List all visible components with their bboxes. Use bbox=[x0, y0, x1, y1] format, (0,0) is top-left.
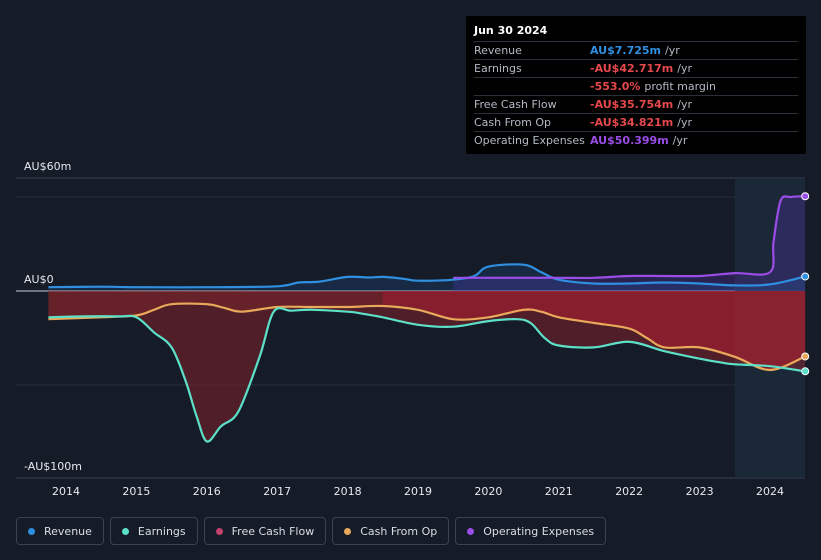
legend-dot-icon bbox=[215, 527, 223, 535]
tooltip-row-label: Cash From Op bbox=[474, 116, 552, 129]
tooltip-row-label bbox=[474, 78, 590, 95]
legend-label: Earnings bbox=[137, 524, 186, 538]
x-tick-label: 2020 bbox=[474, 485, 502, 498]
tooltip-row-label: Free Cash Flow bbox=[474, 98, 557, 111]
legend-item-free-cash-flow[interactable]: Free Cash Flow bbox=[203, 517, 327, 545]
y-axis-bottom-label: -AU$100m bbox=[24, 460, 83, 473]
series-line-operating-expenses bbox=[453, 195, 806, 280]
series-lines bbox=[48, 195, 806, 443]
legend-dot-icon bbox=[121, 527, 129, 535]
end-point-revenue bbox=[801, 272, 810, 281]
legend-item-cash-from-op[interactable]: Cash From Op bbox=[332, 517, 450, 545]
legend-label: Revenue bbox=[44, 524, 92, 538]
area-fill-operating-expenses bbox=[453, 196, 806, 291]
tooltip-row-unit: /yr bbox=[677, 62, 692, 75]
tooltip-row-value: -AU$35.754m bbox=[590, 98, 674, 111]
end-point-earnings bbox=[801, 367, 810, 376]
tooltip-row-unit: /yr bbox=[677, 116, 692, 129]
x-tick-label: 2024 bbox=[756, 485, 784, 498]
series-line-earnings bbox=[48, 307, 806, 443]
legend-label: Operating Expenses bbox=[483, 524, 595, 538]
end-point-operating-expenses bbox=[801, 192, 810, 201]
tooltip-row-value: AU$50.399m bbox=[590, 134, 669, 147]
tooltip-row: Revenue AU$7.725m/yr bbox=[474, 42, 798, 60]
series-line-revenue bbox=[48, 263, 806, 289]
x-tick-label: 2016 bbox=[193, 485, 221, 498]
x-tick-label: 2017 bbox=[263, 485, 291, 498]
legend-item-earnings[interactable]: Earnings bbox=[109, 517, 198, 545]
legend-dot-icon bbox=[28, 527, 35, 535]
tooltip-row: Cash From Op -AU$34.821m/yr bbox=[474, 114, 798, 132]
x-axis-tick-labels: 2014 2015 2016 2017 2018 2019 2020 2021 2022 2023… bbox=[52, 485, 784, 498]
tooltip-row: -553.0% profit margin bbox=[474, 78, 798, 96]
legend-label: Cash From Op bbox=[360, 524, 438, 538]
tooltip-row: Free Cash Flow -AU$35.754m/yr bbox=[474, 96, 798, 114]
tooltip-row: Earnings -AU$42.717m/yr bbox=[474, 60, 798, 78]
x-tick-label: 2014 bbox=[52, 485, 80, 498]
legend-item-operating-expenses[interactable]: Operating Expenses bbox=[455, 517, 607, 545]
tooltip-date: Jun 30 2024 bbox=[474, 22, 798, 42]
tooltip-row-unit: /yr bbox=[677, 98, 692, 111]
data-tooltip: Jun 30 2024 Revenue AU$7.725m/yr Earnings -… bbox=[466, 16, 806, 154]
series-line-cash-from-op bbox=[48, 302, 806, 372]
chart-legend: Revenue Earnings Free Cash Flow Cash From O… bbox=[16, 517, 607, 545]
legend-dot-icon bbox=[467, 527, 475, 535]
tooltip-row-value: -553.0% bbox=[590, 80, 641, 93]
tooltip-row-label: Earnings bbox=[474, 62, 522, 75]
area-fill-free-cash-flow bbox=[382, 291, 806, 370]
x-tick-label: 2021 bbox=[545, 485, 573, 498]
tooltip-row-value: AU$7.725m bbox=[590, 44, 662, 57]
y-axis-top-label: AU$60m bbox=[24, 160, 72, 173]
area-fill-earnings bbox=[48, 291, 806, 442]
legend-dot-icon bbox=[344, 527, 352, 535]
x-tick-label: 2015 bbox=[122, 485, 150, 498]
area-fills bbox=[48, 196, 806, 442]
tooltip-row-label: Revenue bbox=[474, 44, 522, 57]
x-tick-label: 2022 bbox=[615, 485, 643, 498]
tooltip-row-unit: /yr bbox=[665, 44, 680, 57]
x-tick-label: 2019 bbox=[404, 485, 432, 498]
tooltip-row-unit: /yr bbox=[672, 134, 688, 147]
tooltip-row: Operating Expenses AU$50.399m/yr bbox=[474, 132, 798, 149]
tooltip-row-unit: profit margin bbox=[644, 80, 716, 93]
end-point-cash-from-op bbox=[801, 352, 810, 361]
series-end-points bbox=[801, 192, 810, 376]
y-axis-zero-label: AU$0 bbox=[24, 273, 54, 286]
tooltip-row-label: Operating Expenses bbox=[474, 134, 585, 147]
x-tick-label: 2023 bbox=[686, 485, 714, 498]
legend-label: Free Cash Flow bbox=[231, 524, 315, 538]
tooltip-row-value: -AU$34.821m bbox=[590, 116, 674, 129]
chart-canvas: 2014 2015 2016 2017 2018 2019 2020 2021 2022 2023… bbox=[16, 177, 810, 498]
tooltip-row-value: -AU$42.717m bbox=[590, 62, 674, 75]
legend-item-revenue[interactable]: Revenue bbox=[16, 517, 104, 545]
x-tick-label: 2018 bbox=[334, 485, 362, 498]
